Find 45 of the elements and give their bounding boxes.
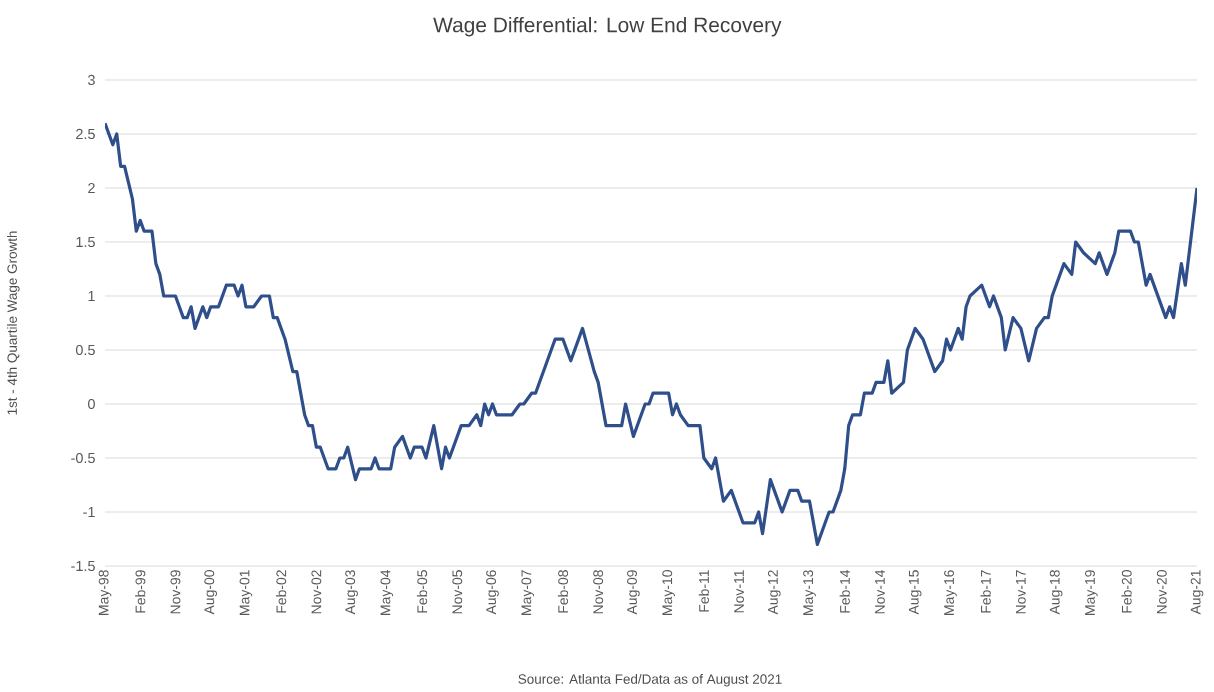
y-tick-label: -0.5: [71, 452, 95, 464]
x-tick-label: Nov-11: [734, 570, 744, 613]
x-tick-label: Nov-02: [311, 570, 322, 614]
x-tick-label: Aug-09: [627, 570, 640, 615]
x-tick-label: Aug-06: [486, 570, 499, 615]
y-tick-label: 0.5: [75, 344, 95, 356]
x-tick-label: Feb-02: [276, 570, 287, 613]
y-tick-label: 2: [88, 182, 95, 194]
x-tick-label: Aug-00: [204, 570, 217, 615]
x-tick-label: Aug-03: [345, 570, 358, 615]
x-tick-label: May-13: [803, 570, 816, 615]
x-tick-label: May-98: [98, 570, 112, 615]
x-tick-label: Feb-99: [135, 570, 146, 613]
x-tick-label: May-01: [239, 570, 253, 615]
y-tick-label: 1: [88, 291, 95, 301]
y-tick-label: 0: [88, 398, 95, 410]
x-tick-label: May-10: [662, 570, 675, 615]
x-tick-label: Feb-14: [839, 569, 850, 613]
x-tick-label: Aug-18: [1049, 570, 1063, 615]
x-tick-label: Feb-17: [980, 570, 991, 613]
x-tick-label: Aug-21: [1190, 570, 1204, 615]
x-tick-label: Nov-99: [170, 570, 181, 614]
x-tick-label: Feb-20: [1121, 570, 1132, 613]
x-tick-label: May-04: [380, 569, 394, 615]
source-note: Source: Atlanta Fed/Data as of August 2021: [518, 673, 782, 687]
x-tick-label: Feb-05: [416, 570, 428, 613]
x-tick-label: Nov-20: [1156, 570, 1167, 614]
x-tick-label: May-07: [521, 570, 535, 615]
x-tick-label: Nov-08: [593, 570, 604, 614]
x-tick-label: Aug-15: [908, 570, 922, 615]
x-tick-label: Aug-12: [767, 570, 781, 615]
y-tick-label: -1: [83, 507, 95, 517]
x-tick-label: Nov-14: [875, 569, 885, 614]
x-tick-label: May-19: [1085, 570, 1098, 615]
y-tick-label: -1.5: [71, 560, 95, 572]
y-axis-title: 1st - 4th Quartile Wage Growth: [7, 231, 20, 415]
x-tick-label: Feb-11: [698, 570, 709, 612]
x-tick-label: Nov-05: [452, 570, 463, 614]
x-tick-label: May-16: [944, 570, 957, 615]
x-tick-label: Nov-17: [1016, 570, 1026, 614]
x-tick-label: Feb-08: [557, 570, 569, 613]
y-tick-label: 3: [87, 74, 95, 86]
y-tick-label: 1.5: [76, 236, 95, 248]
y-tick-label: 2.5: [76, 128, 95, 140]
chart-title: Wage Differential: Low End Recovery: [433, 17, 782, 37]
